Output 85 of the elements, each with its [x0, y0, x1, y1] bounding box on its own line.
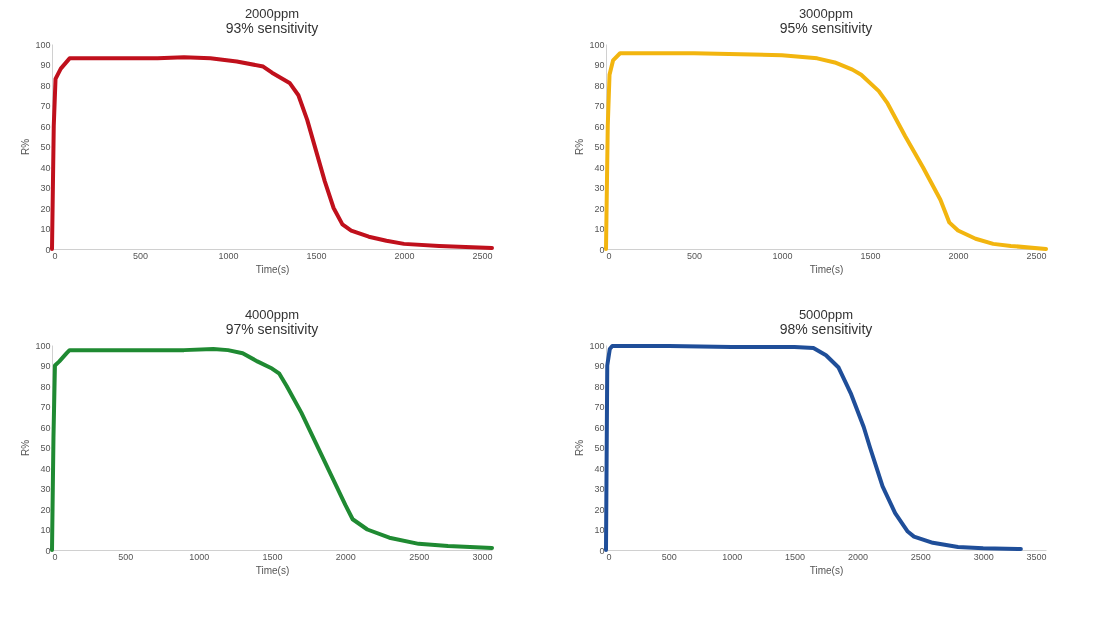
y-axis-title: R%	[20, 439, 32, 457]
y-tick-label: 40	[594, 162, 605, 173]
y-tick-label: 20	[40, 203, 51, 214]
y-tick-label: 40	[40, 162, 51, 173]
x-tick-label: 1500	[262, 551, 283, 562]
y-tick-label: 90	[40, 60, 51, 70]
y-tick-label: 20	[594, 504, 605, 515]
y-tick-label: 70	[594, 101, 605, 111]
y-tick-label: 60	[594, 422, 605, 433]
x-axis-title: Time(s)	[255, 564, 290, 576]
y-tick-label: 10	[594, 224, 605, 234]
y-tick-label: 50	[594, 142, 605, 152]
y-tick-label: 90	[40, 361, 51, 371]
chart-subtitle: 98% sensitivity	[779, 321, 873, 337]
x-tick-label: 500	[661, 551, 677, 562]
x-tick-label: 1500	[306, 250, 327, 261]
chart-title: 3000ppm	[798, 6, 854, 21]
line-series	[50, 347, 494, 552]
y-tick-label: 20	[40, 504, 51, 515]
y-tick-label: 60	[40, 422, 51, 433]
y-tick-label: 80	[594, 381, 605, 392]
y-tick-label: 70	[40, 101, 51, 111]
x-tick-label: 1000	[218, 250, 239, 261]
x-tick-label: 1000	[189, 551, 210, 562]
y-tick-label: 80	[594, 80, 605, 91]
x-tick-label: 1000	[722, 551, 743, 562]
x-axis-title: Time(s)	[255, 263, 290, 275]
chart-title: 4000ppm	[244, 307, 300, 322]
y-tick-label: 20	[594, 203, 605, 214]
x-tick-label: 3000	[973, 551, 994, 562]
y-tick-label: 50	[594, 443, 605, 453]
x-tick-label: 0	[606, 250, 612, 261]
x-tick-label: 1000	[772, 250, 793, 261]
x-tick-label: 2000	[847, 551, 868, 562]
y-tick-label: 100	[35, 340, 51, 351]
y-tick-label: 60	[594, 121, 605, 132]
y-tick-label: 70	[594, 402, 605, 412]
x-tick-label: 2000	[394, 250, 415, 261]
chart-subtitle: 93% sensitivity	[225, 20, 319, 36]
x-tick-label: 0	[52, 551, 58, 562]
y-axis-title: R%	[20, 138, 32, 156]
y-tick-label: 90	[594, 60, 605, 70]
x-tick-label: 2500	[910, 551, 931, 562]
y-tick-label: 50	[40, 142, 51, 152]
y-tick-label: 10	[40, 224, 51, 234]
y-tick-label: 100	[35, 39, 51, 50]
x-tick-label: 500	[132, 250, 149, 261]
x-tick-label: 2000	[335, 551, 356, 562]
y-tick-label: 30	[594, 484, 605, 494]
chart-title: 2000ppm	[244, 6, 300, 21]
y-tick-label: 10	[40, 525, 51, 535]
y-axis-title: R%	[574, 439, 586, 457]
x-tick-label: 3500	[1026, 551, 1047, 562]
x-tick-label: 1500	[860, 250, 881, 261]
y-tick-label: 80	[40, 381, 51, 392]
y-tick-label: 40	[40, 463, 51, 474]
x-tick-label: 500	[686, 250, 703, 261]
y-axis-title: R%	[574, 138, 586, 156]
y-tick-label: 90	[594, 361, 605, 371]
x-axis-title: Time(s)	[809, 564, 844, 576]
y-tick-label: 80	[40, 80, 51, 91]
line-series	[604, 344, 1023, 552]
y-tick-label: 30	[40, 183, 51, 193]
x-tick-label: 3000	[472, 551, 493, 562]
x-tick-label: 2500	[1026, 250, 1047, 261]
y-tick-label: 30	[594, 183, 605, 193]
y-tick-label: 10	[594, 525, 605, 535]
y-tick-label: 50	[40, 443, 51, 453]
x-tick-label: 2500	[472, 250, 493, 261]
x-tick-label: 500	[118, 551, 134, 562]
x-axis-title: Time(s)	[809, 263, 844, 275]
chart-title: 5000ppm	[798, 307, 854, 322]
y-tick-label: 60	[40, 121, 51, 132]
x-tick-label: 0	[606, 551, 612, 562]
chart-subtitle: 97% sensitivity	[225, 321, 319, 337]
x-tick-label: 0	[52, 250, 58, 261]
y-tick-label: 70	[40, 402, 51, 412]
x-tick-label: 2000	[948, 250, 969, 261]
y-tick-label: 30	[40, 484, 51, 494]
y-tick-label: 100	[589, 39, 605, 50]
y-tick-label: 100	[589, 340, 605, 351]
y-tick-label: 40	[594, 463, 605, 474]
x-tick-label: 1500	[785, 551, 806, 562]
chart-subtitle: 95% sensitivity	[779, 20, 873, 36]
x-tick-label: 2500	[409, 551, 430, 562]
